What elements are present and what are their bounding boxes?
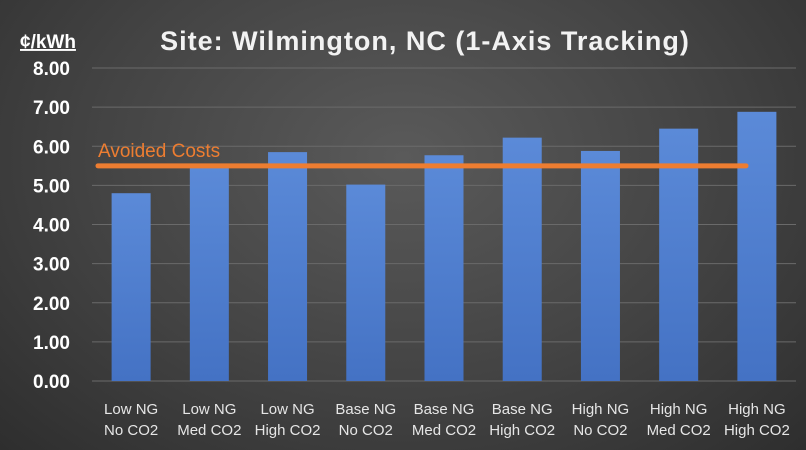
x-tick-label: High NG: [650, 401, 708, 418]
bar: [659, 128, 699, 381]
x-tick-label: Med CO2: [412, 422, 476, 439]
bar: [189, 165, 229, 381]
reference-line-label: Avoided Costs: [98, 141, 220, 162]
y-tick-label: 7.00: [33, 98, 70, 119]
y-tick-label: 4.00: [33, 216, 70, 237]
x-tick-label: No CO2: [573, 422, 627, 439]
x-tick-label: Low NG: [260, 401, 314, 418]
x-tick-label: No CO2: [339, 422, 393, 439]
bar: [346, 184, 386, 381]
x-axis-ticks: Low NG No CO2 Low NG Med CO2 Low NG High CO2 B…: [104, 401, 790, 439]
y-tick-label: 5.00: [33, 176, 70, 197]
bar: [111, 193, 151, 381]
x-tick-label: Base NG: [492, 401, 553, 418]
y-tick-label: 2.00: [33, 294, 70, 315]
x-tick-label: Low NG: [104, 401, 158, 418]
bar: [580, 150, 620, 381]
x-tick-label: Med CO2: [647, 422, 711, 439]
y-tick-label: 0.00: [33, 372, 70, 393]
x-tick-label: Base NG: [414, 401, 475, 418]
bars: [111, 111, 777, 381]
y-tick-label: 1.00: [33, 333, 70, 354]
chart-title: Site: Wilmington, NC (1-Axis Tracking): [160, 26, 690, 56]
y-tick-label: 3.00: [33, 255, 70, 276]
x-tick-label: Low NG: [182, 401, 236, 418]
y-axis-ticks: 0.00 1.00 2.00 3.00 4.00 5.00 6.00 7.00 8.00: [33, 59, 70, 393]
x-tick-label: High CO2: [489, 422, 555, 439]
x-tick-label: Med CO2: [177, 422, 241, 439]
x-tick-label: High NG: [728, 401, 786, 418]
y-tick-label: 8.00: [33, 59, 70, 80]
x-tick-label: No CO2: [104, 422, 158, 439]
x-tick-label: High CO2: [724, 422, 790, 439]
x-tick-label: High CO2: [255, 422, 321, 439]
bar: [424, 155, 464, 381]
y-tick-label: 6.00: [33, 137, 70, 158]
y-axis-unit-label: ¢/kWh: [20, 32, 76, 53]
bar: [737, 111, 777, 381]
bar: [502, 137, 542, 381]
bar: [268, 152, 308, 381]
x-tick-label: Base NG: [335, 401, 396, 418]
x-tick-label: High NG: [572, 401, 630, 418]
